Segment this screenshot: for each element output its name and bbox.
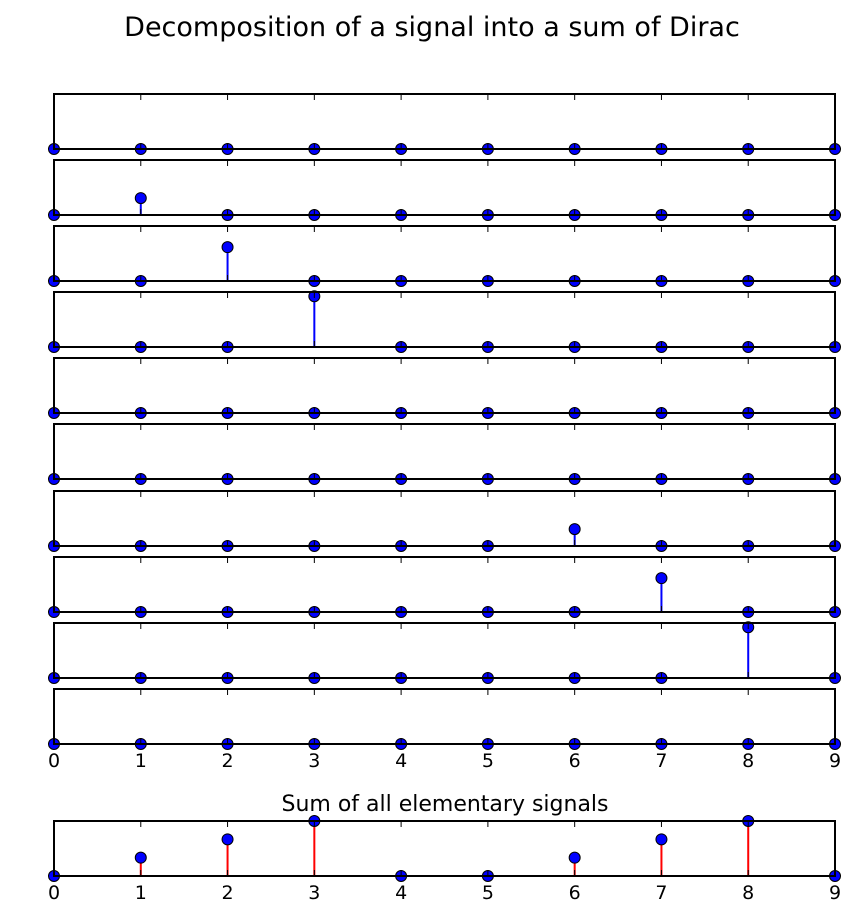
x-tick-label: 7 bbox=[655, 750, 667, 772]
x-tick-label: 3 bbox=[308, 882, 320, 904]
panel-plot bbox=[48, 556, 841, 618]
x-tick-label: 9 bbox=[829, 882, 841, 904]
x-tick-label: 1 bbox=[135, 750, 147, 772]
panel-9: 0 1 2 3 4 5 6 7 8 9 bbox=[48, 688, 841, 772]
panel-1 bbox=[48, 159, 841, 221]
panel-plot bbox=[48, 621, 841, 684]
x-tick-label: 8 bbox=[742, 882, 754, 904]
panel-8 bbox=[48, 621, 841, 684]
x-tick-label: 0 bbox=[48, 750, 60, 772]
panel-plot bbox=[48, 357, 841, 419]
panel-7 bbox=[48, 556, 841, 618]
x-tick-label: 7 bbox=[655, 882, 667, 904]
axes-frame bbox=[53, 820, 836, 877]
panel-plot bbox=[48, 225, 841, 287]
axes-frame bbox=[53, 357, 836, 414]
stem-marker bbox=[568, 523, 581, 536]
x-tick-label: 0 bbox=[48, 882, 60, 904]
x-tick-label: 4 bbox=[395, 882, 407, 904]
panel-4 bbox=[48, 357, 841, 419]
axes-frame bbox=[53, 688, 836, 745]
x-tick-label: 2 bbox=[222, 882, 234, 904]
panel-5 bbox=[48, 423, 841, 485]
panel-plot bbox=[48, 423, 841, 485]
x-tick-label: 1 bbox=[135, 882, 147, 904]
stem-marker bbox=[134, 851, 147, 864]
sum-plot: 0 1 2 3 4 5 6 7 8 9 bbox=[48, 815, 841, 904]
panel-0 bbox=[48, 93, 841, 155]
x-tick-label: 2 bbox=[222, 750, 234, 772]
decomposition-panels: 0 1 2 3 4 5 6 7 8 9 bbox=[48, 93, 841, 772]
x-tick-label: 4 bbox=[395, 750, 407, 772]
x-tick-label: 3 bbox=[308, 750, 320, 772]
decomposition-title: Decomposition of a signal into a sum of … bbox=[124, 12, 740, 43]
sum-panel: 0 1 2 3 4 5 6 7 8 9 bbox=[48, 815, 841, 904]
panel-plot bbox=[48, 159, 841, 221]
stem-marker bbox=[655, 572, 668, 585]
x-tick-label: 6 bbox=[569, 750, 581, 772]
panel-2 bbox=[48, 225, 841, 287]
stem-marker bbox=[655, 833, 668, 846]
x-tick-label: 9 bbox=[829, 750, 841, 772]
x-tick-label: 5 bbox=[482, 750, 494, 772]
panel-plot bbox=[48, 490, 841, 552]
stem-marker bbox=[221, 241, 234, 254]
axes-frame bbox=[53, 159, 836, 216]
panel-plot: 0 1 2 3 4 5 6 7 8 9 bbox=[48, 688, 841, 772]
panel-6 bbox=[48, 490, 841, 552]
axes-frame bbox=[53, 225, 836, 282]
axes-frame bbox=[53, 622, 836, 679]
panel-plot bbox=[48, 93, 841, 155]
axes-frame bbox=[53, 291, 836, 348]
axes-frame bbox=[53, 423, 836, 480]
axes-frame bbox=[53, 490, 836, 547]
panel-3 bbox=[48, 290, 841, 353]
axes-frame bbox=[53, 93, 836, 150]
panel-plot bbox=[48, 290, 841, 353]
x-tick-label: 5 bbox=[482, 882, 494, 904]
stem-marker bbox=[134, 192, 147, 205]
stem-marker bbox=[568, 851, 581, 864]
x-tick-label: 6 bbox=[569, 882, 581, 904]
sum-title: Sum of all elementary signals bbox=[281, 792, 608, 817]
axes-frame bbox=[53, 556, 836, 613]
stem-marker bbox=[221, 833, 234, 846]
x-tick-label: 8 bbox=[742, 750, 754, 772]
